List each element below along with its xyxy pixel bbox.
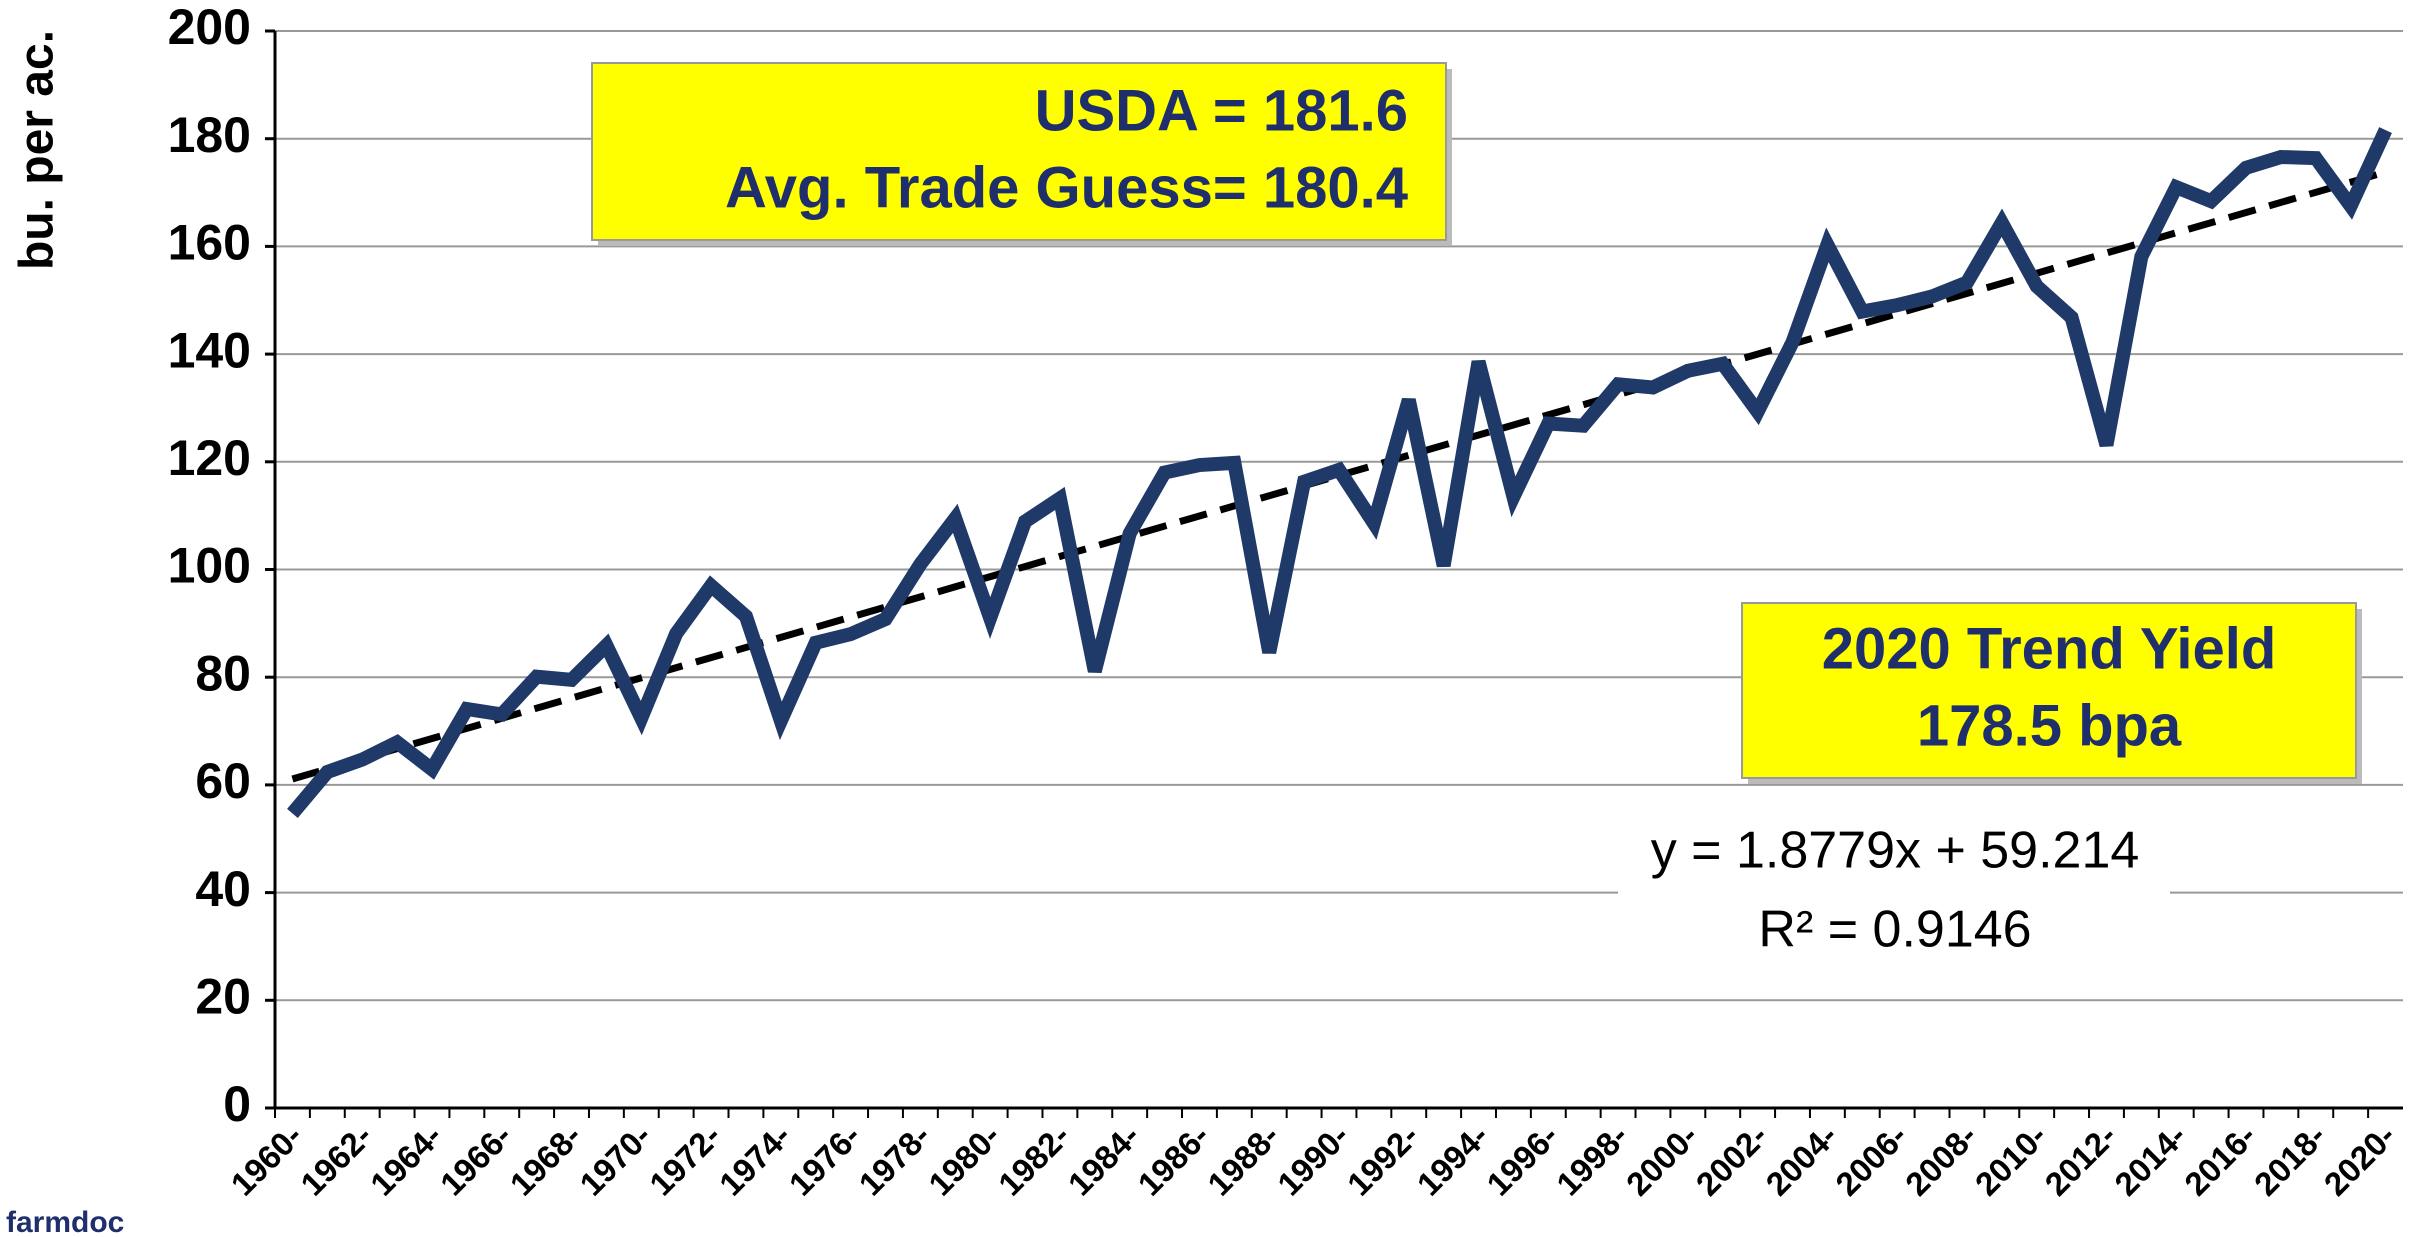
- y-tick-label: 180: [168, 107, 251, 163]
- x-tick-label: 1984-: [1061, 1117, 1147, 1203]
- x-tick-label: 1986-: [1131, 1117, 1217, 1203]
- x-tick-label: 2020-: [2317, 1117, 2403, 1203]
- x-tick-label: 1980-: [921, 1117, 1007, 1203]
- equation-bg: [1618, 815, 2170, 975]
- y-tick-label: 160: [168, 215, 251, 271]
- y-tick-label: 120: [168, 430, 251, 486]
- x-tick-label: 1974-: [712, 1117, 798, 1203]
- y-tick-label: 40: [195, 861, 251, 917]
- y-tick-label: 140: [168, 322, 251, 378]
- x-tick-label: 2014-: [2107, 1117, 2193, 1203]
- x-tick-label: 1968-: [503, 1117, 589, 1203]
- x-tick-label: 2004-: [1758, 1117, 1844, 1203]
- usda-text: USDA = 181.6: [1035, 78, 1408, 143]
- x-tick-label: 2018-: [2247, 1117, 2333, 1203]
- y-tick-label: 200: [168, 0, 251, 55]
- y-tick-label: 100: [168, 538, 251, 594]
- data-line: [287, 127, 2392, 818]
- x-tick-label: 1962-: [293, 1117, 379, 1203]
- x-tick-label: 1992-: [1340, 1117, 1426, 1203]
- x-tick-label: 2000-: [1619, 1117, 1705, 1203]
- x-tick-label: 1966-: [433, 1117, 519, 1203]
- y-tick-label: 60: [195, 753, 251, 809]
- x-tick-label: 2010-: [1968, 1117, 2054, 1203]
- x-tick-label: 1988-: [1200, 1117, 1286, 1203]
- x-tick-label: 1978-: [851, 1117, 937, 1203]
- trend-box-text: 178.5 bpa: [1917, 693, 2182, 758]
- x-tick-label: 1970-: [572, 1117, 658, 1203]
- y-axis-label: bu. per ac.: [11, 30, 64, 270]
- x-tick-label: 2002-: [1689, 1117, 1775, 1203]
- trade-guess-text: Avg. Trade Guess= 180.4: [725, 155, 1408, 220]
- x-tick-label: 1976-: [782, 1117, 868, 1203]
- x-tick-label: 1972-: [642, 1117, 728, 1203]
- x-tick-label: 2012-: [2038, 1117, 2124, 1203]
- x-tick-label: 1998-: [1549, 1117, 1635, 1203]
- usda-box: [591, 62, 1447, 241]
- x-tick-label: 1994-: [1410, 1117, 1496, 1203]
- r-squared: R² = 0.9146: [1758, 901, 2031, 959]
- y-tick-label: 80: [195, 645, 251, 701]
- x-tick-label: 2008-: [1898, 1117, 1984, 1203]
- y-tick-label: 0: [223, 1076, 251, 1132]
- x-tick-label: 1982-: [991, 1117, 1077, 1203]
- equation: y = 1.8779x + 59.214: [1651, 822, 2140, 880]
- x-tick-label: 1990-: [1270, 1117, 1356, 1203]
- trend-box: [1741, 602, 2357, 779]
- trend-box-text: 2020 Trend Yield: [1822, 616, 2277, 681]
- y-tick-label: 20: [195, 969, 251, 1025]
- x-tick-label: 2006-: [1828, 1117, 1914, 1203]
- x-tick-label: 1996-: [1479, 1117, 1565, 1203]
- x-tick-label: 2016-: [2177, 1117, 2263, 1203]
- source: farmdoc: [6, 1206, 124, 1237]
- x-tick-label: 1964-: [363, 1117, 449, 1203]
